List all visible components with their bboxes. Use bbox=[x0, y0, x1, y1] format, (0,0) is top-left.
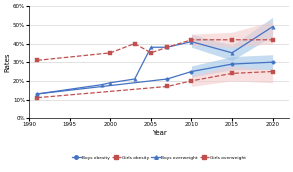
Boys overweight bbox=[100, 84, 104, 86]
X-axis label: Year: Year bbox=[152, 130, 166, 136]
Boys overweight bbox=[35, 93, 39, 95]
Boys obesity bbox=[271, 61, 274, 63]
Boys obesity bbox=[190, 71, 193, 73]
Boys overweight bbox=[133, 78, 137, 80]
Line: Girls obesity: Girls obesity bbox=[36, 70, 274, 99]
Girls overweight bbox=[149, 52, 153, 54]
Legend: Boys obesity, Girls obesity, Boys overweight, Girls overweight: Boys obesity, Girls obesity, Boys overwe… bbox=[70, 154, 248, 162]
Girls obesity bbox=[271, 71, 274, 73]
Girls overweight bbox=[190, 39, 193, 41]
Boys overweight bbox=[109, 82, 112, 84]
Line: Boys overweight: Boys overweight bbox=[36, 25, 274, 96]
Boys overweight bbox=[149, 46, 153, 48]
Line: Boys obesity: Boys obesity bbox=[36, 60, 274, 96]
Girls overweight bbox=[230, 39, 234, 41]
Boys overweight bbox=[230, 52, 234, 54]
Girls obesity bbox=[165, 85, 169, 88]
Boys overweight bbox=[271, 26, 274, 28]
Girls overweight bbox=[165, 46, 169, 48]
Girls obesity bbox=[35, 97, 39, 99]
Boys overweight bbox=[190, 41, 193, 43]
Y-axis label: Rates: Rates bbox=[4, 52, 10, 72]
Line: Girls overweight: Girls overweight bbox=[36, 38, 274, 62]
Girls overweight bbox=[35, 59, 39, 61]
Girls obesity bbox=[230, 72, 234, 74]
Girls overweight bbox=[271, 39, 274, 41]
Boys obesity bbox=[35, 93, 39, 95]
Boys obesity bbox=[230, 63, 234, 65]
Girls overweight bbox=[109, 52, 112, 54]
Girls obesity bbox=[190, 80, 193, 82]
Boys obesity bbox=[165, 78, 169, 80]
Boys overweight bbox=[165, 46, 169, 48]
Girls overweight bbox=[133, 42, 137, 45]
